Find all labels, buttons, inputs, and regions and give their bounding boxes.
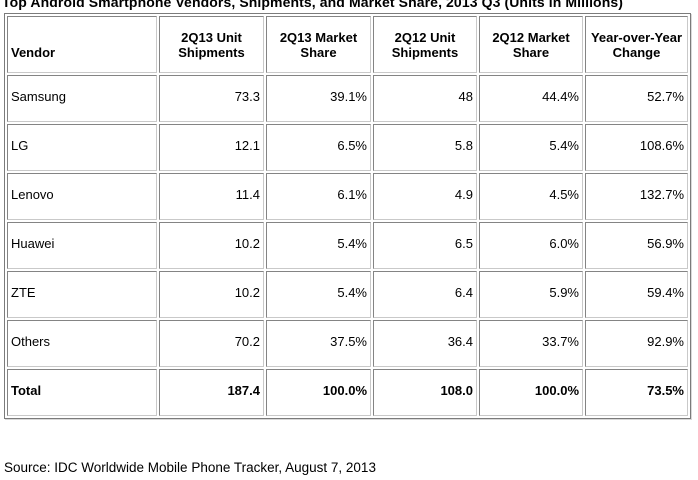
cell-2q13-share: 37.5% xyxy=(266,320,371,367)
cell-vendor: LG xyxy=(7,124,157,171)
cell-2q12-share: 33.7% xyxy=(479,320,583,367)
cell-vendor: Samsung xyxy=(7,75,157,122)
table-row-samsung: Samsung 73.3 39.1% 48 44.4% 52.7% xyxy=(7,75,688,122)
cell-2q13-units: 70.2 xyxy=(159,320,264,367)
cell-vendor-total: Total xyxy=(7,369,157,416)
cell-2q12-share: 4.5% xyxy=(479,173,583,220)
cell-2q13-units: 10.2 xyxy=(159,222,264,269)
cell-2q13-share: 39.1% xyxy=(266,75,371,122)
cell-2q12-units: 5.8 xyxy=(373,124,477,171)
cell-yoy-change: 132.7% xyxy=(585,173,688,220)
cell-2q12-units: 6.4 xyxy=(373,271,477,318)
cell-yoy-change: 108.6% xyxy=(585,124,688,171)
cell-2q13-share: 6.5% xyxy=(266,124,371,171)
header-cell-2q13-unit-shipments: 2Q13 Unit Shipments xyxy=(159,16,264,73)
table-row-zte: ZTE 10.2 5.4% 6.4 5.9% 59.4% xyxy=(7,271,688,318)
page-title: Top Android Smartphone Vendors, Shipment… xyxy=(2,0,624,10)
title-clip: Top Android Smartphone Vendors, Shipment… xyxy=(2,0,698,10)
header-cell-2q12-market-share: 2Q12 Market Share xyxy=(479,16,583,73)
cell-2q12-units: 36.4 xyxy=(373,320,477,367)
cell-2q13-units-total: 187.4 xyxy=(159,369,264,416)
cell-2q12-share: 5.4% xyxy=(479,124,583,171)
cell-yoy-change-total: 73.5% xyxy=(585,369,688,416)
cell-2q12-share: 44.4% xyxy=(479,75,583,122)
cell-2q13-share: 5.4% xyxy=(266,222,371,269)
table-row-lenovo: Lenovo 11.4 6.1% 4.9 4.5% 132.7% xyxy=(7,173,688,220)
cell-2q13-units: 73.3 xyxy=(159,75,264,122)
cell-2q13-share: 6.1% xyxy=(266,173,371,220)
table-row-total: Total 187.4 100.0% 108.0 100.0% 73.5% xyxy=(7,369,688,416)
cell-yoy-change: 92.9% xyxy=(585,320,688,367)
cell-2q13-share: 5.4% xyxy=(266,271,371,318)
header-cell-2q13-market-share: 2Q13 Market Share xyxy=(266,16,371,73)
cell-yoy-change: 52.7% xyxy=(585,75,688,122)
cell-vendor: Huawei xyxy=(7,222,157,269)
cell-2q12-units-total: 108.0 xyxy=(373,369,477,416)
cell-vendor: Others xyxy=(7,320,157,367)
cell-2q12-units: 48 xyxy=(373,75,477,122)
cell-2q13-share-total: 100.0% xyxy=(266,369,371,416)
cell-2q12-share: 5.9% xyxy=(479,271,583,318)
cell-2q13-units: 12.1 xyxy=(159,124,264,171)
cell-2q13-units: 10.2 xyxy=(159,271,264,318)
table-row-others: Others 70.2 37.5% 36.4 33.7% 92.9% xyxy=(7,320,688,367)
cell-2q13-units: 11.4 xyxy=(159,173,264,220)
table-row-huawei: Huawei 10.2 5.4% 6.5 6.0% 56.9% xyxy=(7,222,688,269)
header-cell-vendor: Vendor xyxy=(7,16,157,73)
source-note: Source: IDC Worldwide Mobile Phone Track… xyxy=(4,460,376,475)
header-cell-yoy-change: Year-over-Year Change xyxy=(585,16,688,73)
cell-2q12-share-total: 100.0% xyxy=(479,369,583,416)
vendor-share-table: Vendor 2Q13 Unit Shipments 2Q13 Market S… xyxy=(4,13,691,419)
header-row: Vendor 2Q13 Unit Shipments 2Q13 Market S… xyxy=(7,16,688,73)
table-row-lg: LG 12.1 6.5% 5.8 5.4% 108.6% xyxy=(7,124,688,171)
cell-vendor: Lenovo xyxy=(7,173,157,220)
cell-yoy-change: 56.9% xyxy=(585,222,688,269)
header-cell-2q12-unit-shipments: 2Q12 Unit Shipments xyxy=(373,16,477,73)
cell-2q12-units: 4.9 xyxy=(373,173,477,220)
cell-yoy-change: 59.4% xyxy=(585,271,688,318)
cell-2q12-share: 6.0% xyxy=(479,222,583,269)
cell-2q12-units: 6.5 xyxy=(373,222,477,269)
cell-vendor: ZTE xyxy=(7,271,157,318)
